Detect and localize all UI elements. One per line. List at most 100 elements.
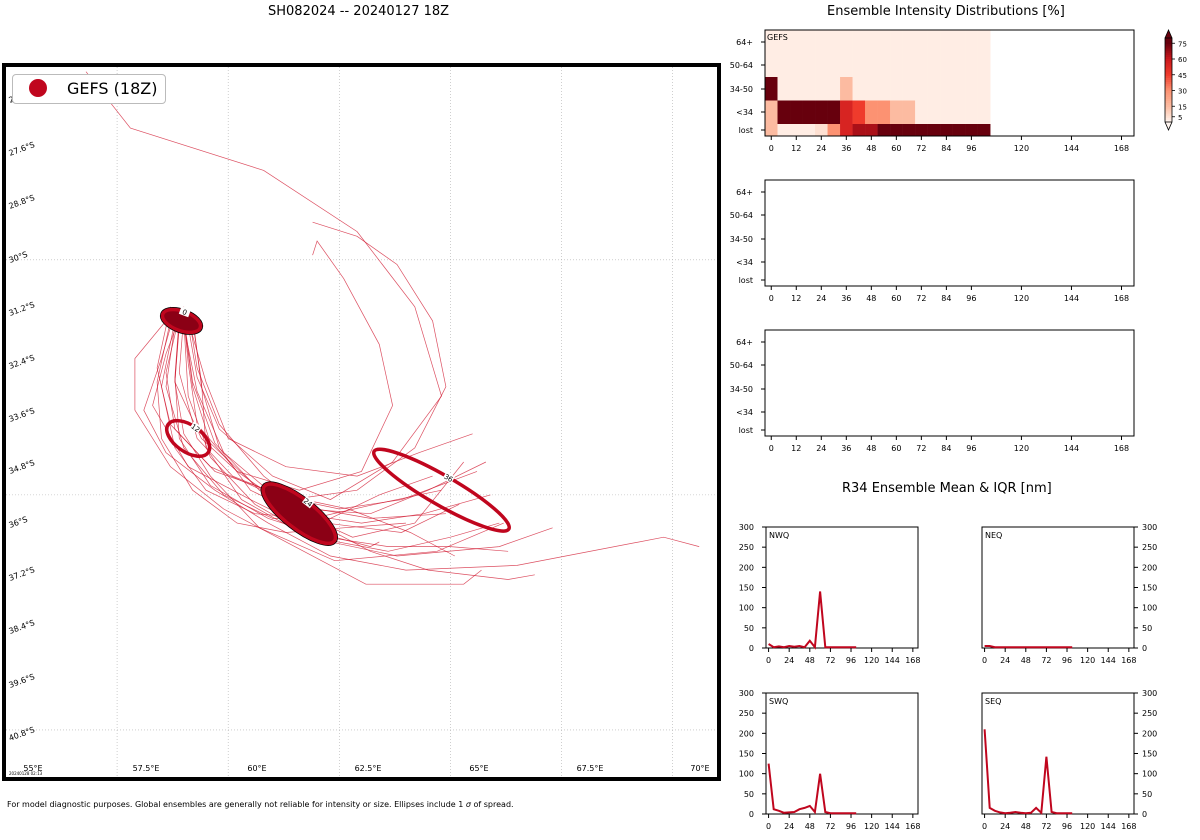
colorbar-segment [1165,71,1172,75]
heat-cell [952,124,966,136]
heat-cell [802,53,816,77]
heat-cell [965,30,978,54]
r34-xtick-label: 168 [905,822,920,831]
intensity-xtick-label: 24 [816,444,826,453]
r34-ytick-label: 300 [739,689,754,698]
colorbar-segment [1165,115,1172,119]
map-lon-tick: 62.5°E [355,764,382,773]
colorbar-segment [1165,54,1172,58]
ensemble-track [187,311,460,533]
intensity-xtick-label: 12 [791,294,801,303]
colorbar-segment [1165,75,1172,79]
heat-cell [865,100,878,124]
map-lat-tick: 40.8°S [8,725,36,743]
r34-ytick-label: 0 [749,644,754,653]
map-plot-area: 0 12 24 36 [6,67,717,777]
colorbar-segment [1165,119,1172,123]
intensity-xtick-label: 36 [841,144,851,153]
ellipse-label: 36 [442,473,454,485]
intensity-xtick-label: 48 [866,444,876,453]
r34-ytick-label: 300 [739,523,754,532]
intensity-ytick-label: <34 [736,258,753,267]
heat-cell [852,100,866,124]
intensity-ytick-label: 64+ [736,338,753,347]
heat-cell [977,30,991,54]
r34-panel-neq: NEQ 0 24 48 72 96 120 144 168 0 50 100 150 200 250 300 [981,523,1157,665]
colorbar-segment [1165,77,1172,81]
colorbar-segment [1165,101,1172,104]
colorbar-segment [1165,82,1172,85]
legend-label: GEFS (18Z) [67,79,158,98]
intensity-ytick-label: lost [739,276,753,285]
heat-cell [915,124,928,136]
colorbar-tick-label: 45 [1178,72,1187,80]
heat-cell [827,30,841,54]
r34-xtick-label: 168 [905,656,920,665]
intensity-panel-label: GEFS [767,33,788,42]
intensity-xtick-label: 60 [891,144,901,153]
r34-frame [981,692,1135,815]
heat-cell [790,77,803,101]
heat-cell [802,100,816,124]
colorbar-tick-label: 60 [1178,56,1187,64]
colorbar-segment [1165,109,1172,112]
colorbar-tick-label: 75 [1178,40,1187,48]
heat-cell [852,77,866,101]
r34-xtick-label: 72 [825,656,835,665]
heat-cell [827,53,841,77]
map-lat-tick: 31.2°S [8,300,36,318]
heat-cell [815,100,828,124]
heat-cell [952,53,966,77]
map-lat-tick: 28.8°S [8,193,36,211]
colorbar-segment [1165,61,1172,64]
colorbar-frame [1164,37,1173,123]
r34-quadrant-label: SEQ [985,697,1001,706]
r34-xtick-label: 24 [1000,656,1010,665]
heat-cell [865,30,878,54]
heat-cell [802,30,816,54]
colorbar-segment [1165,117,1172,121]
intensity-xtick-label: 48 [866,294,876,303]
heat-cell [927,53,941,77]
intensity-xtick-label: 168 [1114,444,1129,453]
r34-ytick-label: 150 [739,750,754,759]
heat-cell [827,100,841,124]
heat-cell [940,53,953,77]
colorbar-segment [1165,48,1172,51]
map-lat-tick: 38.4°S [8,618,36,636]
heat-cell [902,124,916,136]
spread-ellipse-0: 0 [159,306,204,335]
intensity-xtick-label: 120 [1014,444,1029,453]
heat-cell [765,100,778,124]
colorbar-segment [1165,40,1172,43]
colorbar-extend-max [1164,29,1173,39]
colorbar-segment [1165,65,1172,68]
ensemble-track [161,320,442,519]
intensity-ytick-label: 64+ [736,38,753,47]
intensity-xtick-label: 168 [1114,144,1129,153]
intensity-xtick-label: 84 [941,294,951,303]
colorbar-segment [1165,103,1172,106]
r34-ytick-label: 50 [744,790,754,799]
colorbar-segment [1165,59,1172,62]
intensity-xtick-label: 84 [941,444,951,453]
r34-xtick-label: 48 [805,822,815,831]
r34-frame [765,692,919,815]
heat-cell [765,30,778,54]
r34-ytick-label: 150 [739,584,754,593]
colorbar-segment [1165,69,1172,72]
heat-cell [890,100,903,124]
intensity-xtick-label: 24 [816,144,826,153]
heat-cell [765,53,778,77]
intensity-ytick-label: <34 [736,108,753,117]
colorbar-segment [1165,67,1172,70]
heat-cell [940,77,953,101]
heat-cell [927,100,941,124]
heat-cell [965,77,978,101]
map-lon-tick: 60°E [247,764,266,773]
intensity-xtick-label: 60 [891,444,901,453]
heat-cell [877,53,891,77]
map-frame [2,63,721,781]
r34-xtick-label: 120 [864,656,879,665]
heat-cell [927,30,941,54]
